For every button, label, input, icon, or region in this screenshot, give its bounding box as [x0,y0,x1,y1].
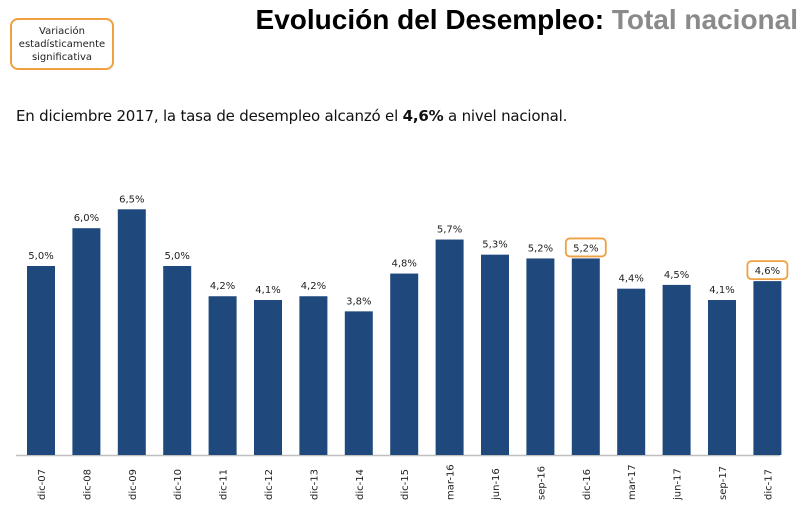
x-tick-label-dic-07: dic-07 [37,469,48,500]
bar-sep-17 [708,300,736,455]
x-tick-label-dic-10: dic-10 [173,469,184,500]
data-label-dic-17: 4,6% [755,266,780,277]
x-tick-label-dic-17: dic-17 [763,469,774,500]
data-label-jun-17: 4,5% [664,270,689,281]
data-label-dic-10: 5,0% [164,251,189,262]
bar-dic-11 [208,296,237,455]
legend-text: Variación estadísticamente significativa [18,25,106,63]
x-tick-label-jun-17: jun-17 [673,468,684,501]
bar-jun-17 [662,284,691,455]
bar-mar-16 [435,239,464,455]
data-label-dic-14: 3,8% [346,296,371,307]
summary-highlight: 4,6% [402,107,444,125]
title-sub: Total nacional [611,4,798,35]
data-label-dic-15: 4,8% [391,259,416,270]
bar-dic-12 [254,300,282,455]
significance-legend: Variación estadísticamente significativa [10,18,114,70]
x-tick-label-jun-16: jun-16 [491,468,502,501]
bar-sep-16 [526,258,555,455]
data-label-sep-16: 5,2% [528,243,553,254]
data-label-mar-17: 4,4% [618,274,643,285]
x-tick-label-dic-12: dic-12 [264,469,275,500]
bar-dic-14 [344,311,373,455]
data-label-jun-16: 5,3% [482,240,507,251]
bar-dic-07 [27,266,55,455]
data-label-sep-17: 4,1% [709,285,734,296]
x-tick-label-mar-17: mar-17 [627,464,638,500]
bar-dic-10 [163,266,192,455]
x-tick-label-sep-16: sep-16 [536,466,547,500]
bar-dic-09 [117,209,146,455]
x-tick-label-dic-08: dic-08 [82,469,93,500]
data-label-dic-12: 4,1% [255,285,280,296]
bar-jun-16 [481,254,509,455]
bar-dic-16 [571,258,600,455]
x-tick-label-mar-16: mar-16 [446,464,457,500]
x-tick-label-dic-11: dic-11 [219,469,230,500]
data-label-dic-08: 6,0% [74,213,99,224]
bar-dic-13 [299,296,328,455]
summary-before: En diciembre 2017, la tasa de desempleo … [16,107,403,125]
data-label-dic-09: 6,5% [119,194,144,205]
x-tick-label-sep-17: sep-17 [718,466,729,500]
page-title: Evolución del Desempleo: Total nacional [256,4,798,36]
data-label-dic-07: 5,0% [28,251,53,262]
data-label-mar-16: 5,7% [437,225,462,236]
x-tick-label-dic-15: dic-15 [400,469,411,500]
data-label-dic-16: 5,2% [573,243,598,254]
x-tick-label-dic-16: dic-16 [582,469,593,500]
title-main: Evolución del Desempleo: [255,4,605,35]
bar-mar-17 [617,288,646,455]
x-tick-label-dic-14: dic-14 [355,469,366,500]
significance-highlight-dic-16 [564,237,607,258]
summary-after: a nivel nacional. [443,107,568,125]
x-tick-label-dic-13: dic-13 [309,469,320,500]
summary-text: En diciembre 2017, la tasa de desempleo … [16,107,567,125]
significance-highlight-dic-17 [746,260,789,281]
data-label-dic-13: 4,2% [301,281,326,292]
bar-dic-08 [72,228,101,455]
bar-dic-17 [753,281,782,455]
data-label-dic-11: 4,2% [210,281,235,292]
x-tick-label-dic-09: dic-09 [128,469,139,500]
bar-dic-15 [390,273,419,455]
